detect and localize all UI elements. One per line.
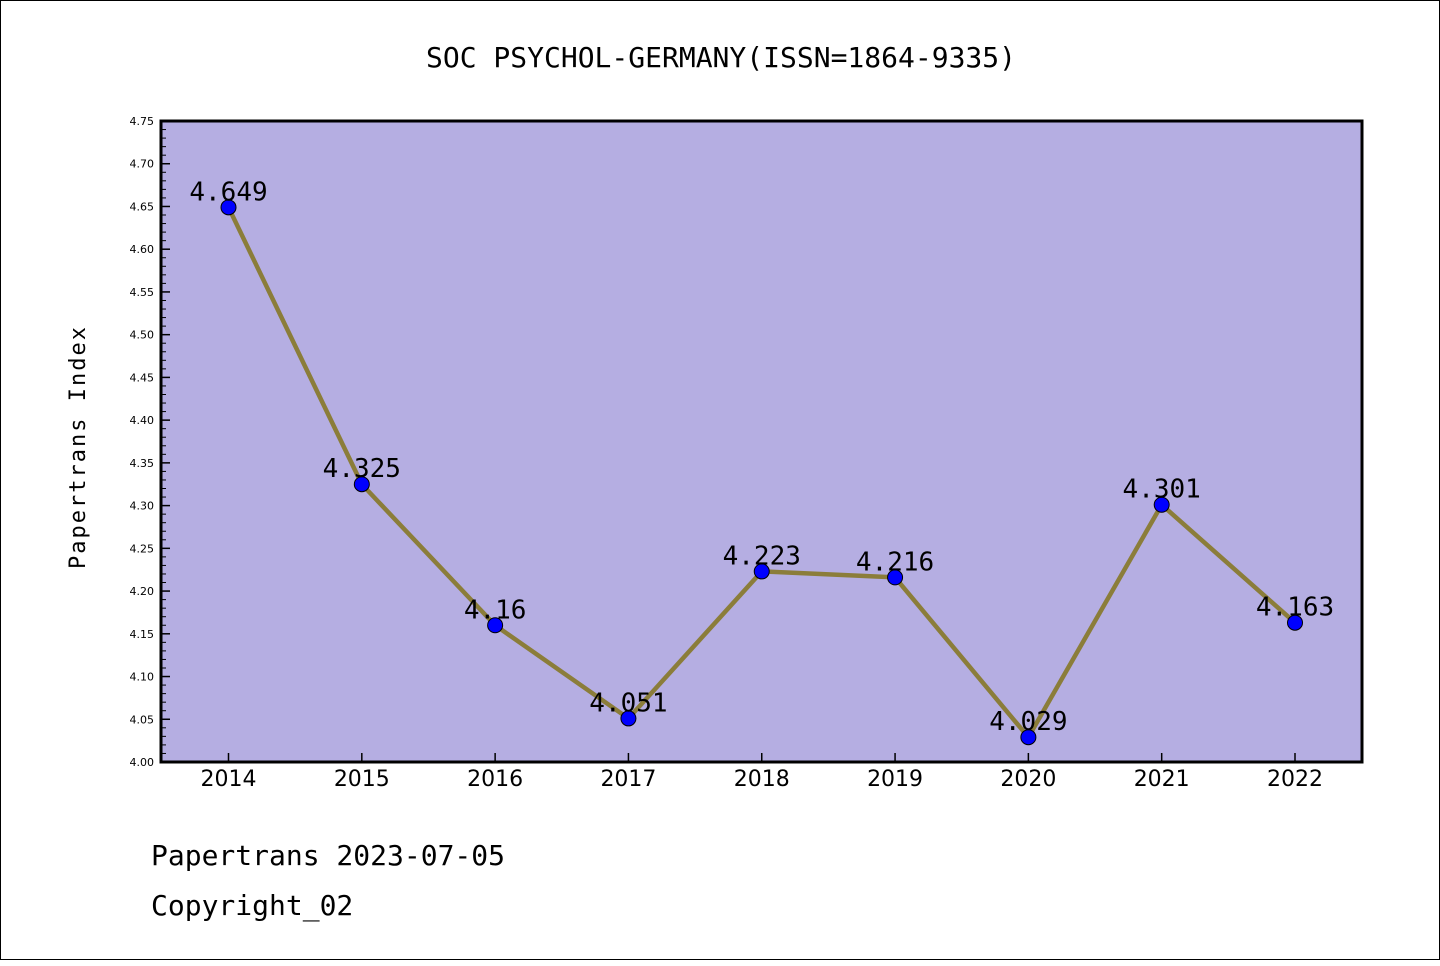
data-label: 4.051 — [589, 688, 667, 718]
data-point — [353, 476, 370, 493]
data-label: 4.223 — [723, 541, 801, 571]
y-tick-label: 4.65 — [130, 200, 155, 213]
data-point — [620, 710, 637, 727]
data-point — [887, 569, 904, 586]
y-tick-label: 4.45 — [130, 371, 155, 384]
y-tick-label: 4.25 — [130, 542, 155, 555]
x-tick-label: 2018 — [734, 767, 790, 792]
data-point — [1153, 496, 1170, 513]
y-tick-label: 4.15 — [130, 628, 155, 641]
data-label: 4.216 — [856, 547, 934, 577]
y-tick-label: 4.30 — [130, 500, 155, 513]
y-tick-label: 4.05 — [130, 713, 155, 726]
data-point — [1287, 614, 1303, 631]
x-axis: 2014 2015 2016 2017 2018 2019 2020 2021 2022 — [201, 753, 1323, 792]
x-tick-label: 2015 — [334, 767, 390, 792]
y-tick-label: 4.50 — [130, 329, 155, 342]
y-tick-label: 4.10 — [130, 671, 155, 684]
footer-date: Papertrans 2023-07-05 — [151, 839, 505, 872]
footer-copyright: Copyright_02 — [151, 889, 353, 923]
y-axis: 4.00 4.05 4.10 4.15 4.20 4.25 4.30 4.35 4.40 4.45… — [130, 115, 170, 769]
y-tick-label: 4.40 — [130, 414, 155, 427]
x-tick-label: 2019 — [867, 767, 923, 792]
y-tick-label: 4.20 — [130, 585, 155, 598]
y-tick-label: 4.00 — [130, 756, 155, 769]
data-point — [487, 617, 504, 634]
plot-area — [159, 119, 1364, 764]
x-tick-label: 2021 — [1134, 767, 1190, 792]
data-point — [753, 563, 770, 580]
series-group: 4.649 4.325 4.16 4.051 4.223 4.216 4.029 4.301 4… — [189, 177, 1334, 746]
data-label: 4.301 — [1123, 475, 1201, 505]
y-axis-label: Papertrans Index — [66, 325, 91, 569]
x-tick-label: 2016 — [467, 767, 523, 792]
y-tick-label: 4.35 — [130, 457, 155, 470]
data-point — [220, 199, 237, 216]
x-tick-label: 2014 — [201, 767, 257, 792]
x-tick-label: 2017 — [600, 767, 656, 792]
data-label: 4.325 — [323, 454, 401, 484]
data-label: 4.163 — [1256, 593, 1334, 623]
y-tick-label: 4.75 — [130, 115, 155, 128]
data-label: 4.649 — [189, 177, 267, 207]
y-tick-label: 4.70 — [130, 158, 155, 171]
data-label: 4.029 — [989, 707, 1067, 737]
x-tick-label: 2022 — [1267, 767, 1323, 792]
y-tick-label: 4.60 — [130, 243, 155, 256]
data-label: 4.16 — [464, 595, 527, 625]
x-tick-label: 2020 — [1000, 767, 1056, 792]
chart-title: SOC PSYCHOL-GERMANY(ISSN=1864-9335) — [426, 41, 1016, 74]
y-tick-label: 4.55 — [130, 286, 155, 299]
data-point — [1020, 729, 1037, 746]
